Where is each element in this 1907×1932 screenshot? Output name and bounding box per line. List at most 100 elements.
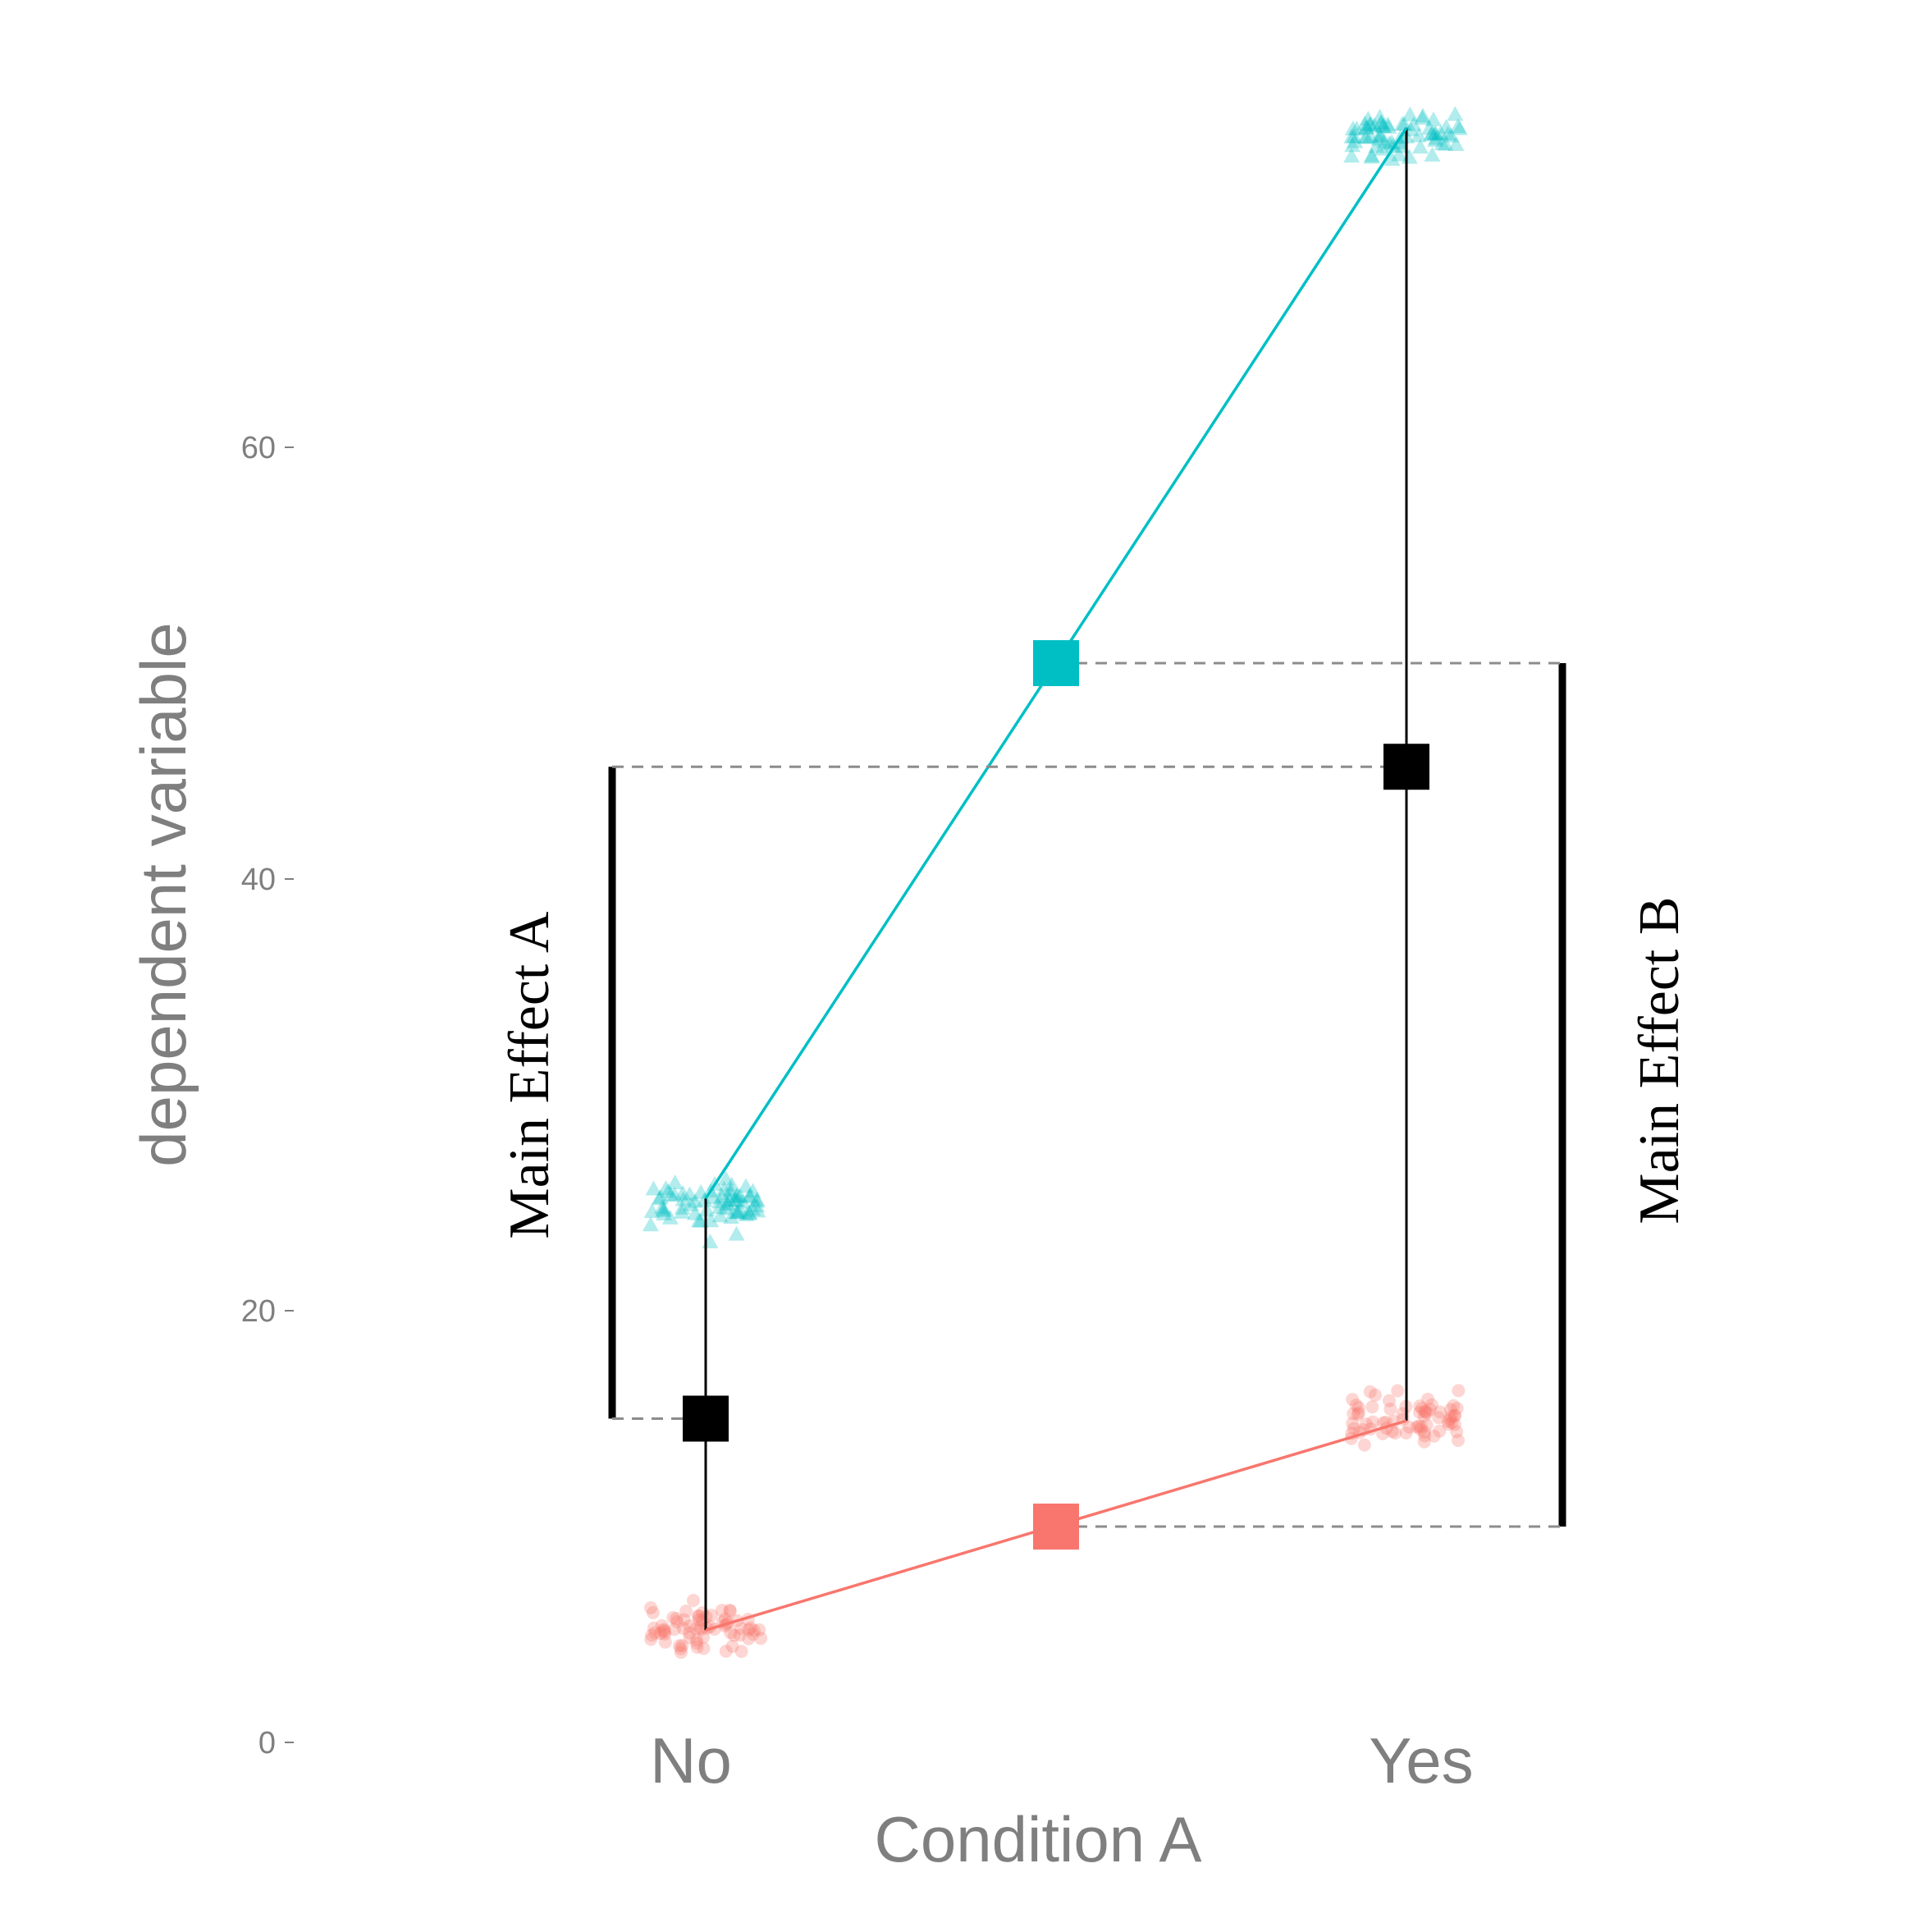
jitter-point — [679, 1604, 693, 1618]
jitter-point — [645, 1180, 662, 1196]
jitter-point — [734, 1645, 748, 1659]
jitter-point — [711, 1193, 728, 1209]
jitter-point — [644, 1601, 658, 1615]
jitter-point — [655, 1618, 669, 1632]
jitter-point — [1385, 1425, 1399, 1439]
jitter-point — [1363, 1385, 1377, 1399]
jitter-point — [727, 1192, 744, 1207]
jitter-point — [693, 1183, 710, 1199]
jitter-point — [1405, 116, 1422, 131]
jitter-point — [725, 1639, 739, 1653]
jitter-point — [1437, 135, 1454, 151]
jitter-point — [656, 1623, 670, 1637]
jitter-point — [670, 1612, 684, 1626]
jitter-point — [748, 1191, 766, 1206]
jitter-point — [1451, 1433, 1465, 1447]
jitter-point — [1410, 127, 1427, 143]
jitter-point — [1363, 149, 1380, 164]
jitter-point — [746, 1628, 760, 1641]
y-tick-label: 40 — [241, 863, 276, 897]
jitter-point — [1343, 128, 1361, 144]
main-effect-b-label: Main Effect B — [1628, 896, 1691, 1224]
jitter-point — [1356, 129, 1374, 144]
jitter-point — [740, 1205, 757, 1220]
jitter-point — [1380, 118, 1397, 134]
jitter-point — [1414, 1422, 1428, 1436]
jitter-point — [666, 1187, 684, 1202]
jitter-point — [1366, 117, 1383, 132]
jitter-point — [655, 1201, 672, 1216]
jitter-point — [677, 1613, 691, 1627]
jitter-point — [1402, 1420, 1416, 1434]
jitter-point — [1413, 1399, 1427, 1413]
jitter-point — [1357, 1438, 1371, 1452]
jitter-point — [1374, 140, 1391, 156]
jitter-point — [1442, 1417, 1456, 1431]
y-axis-title: dependent variable — [127, 622, 199, 1167]
jitter-point — [658, 1628, 672, 1641]
jitter-point — [722, 1182, 739, 1197]
series-lines — [704, 126, 1408, 1632]
jitter-point — [748, 1193, 766, 1208]
jitter-point — [1423, 126, 1440, 141]
jitter-point — [1375, 117, 1393, 133]
jitter-point — [1358, 119, 1375, 135]
jitter-point — [675, 1638, 689, 1652]
jitter-point — [702, 1234, 719, 1249]
jitter-point — [661, 1209, 679, 1225]
jitter-point — [1420, 1405, 1434, 1419]
jitter-point — [670, 1614, 684, 1628]
jitter-point — [1396, 116, 1413, 131]
jitter-point — [693, 1613, 707, 1627]
jitter-point — [744, 1201, 761, 1216]
jitter-point — [666, 1611, 680, 1625]
jitter-point — [690, 1637, 704, 1650]
jitter-point — [728, 1204, 745, 1220]
jitter-point — [668, 1623, 682, 1637]
jitter-point — [1388, 1426, 1402, 1440]
jitter-point — [1447, 1399, 1461, 1412]
jitter-point — [1383, 1394, 1397, 1408]
jitter-point — [674, 1203, 691, 1219]
jitter-point — [737, 1178, 754, 1193]
jitter-point — [1346, 128, 1363, 144]
jitter-point — [749, 1202, 766, 1218]
jitter-point — [1368, 1388, 1382, 1402]
jitter-point — [1351, 1401, 1365, 1415]
jitter-point — [662, 1186, 679, 1202]
jitter-point — [718, 1200, 735, 1216]
jitter-point — [656, 1205, 673, 1220]
y-axis: 0 20 40 60 — [241, 431, 294, 1760]
y-tick-label: 0 — [258, 1726, 276, 1760]
jitter-point — [742, 1623, 756, 1637]
jitter-point — [1445, 1416, 1459, 1430]
jitter-point — [1443, 1403, 1457, 1417]
jitter-point — [658, 1625, 672, 1639]
jitter-point — [693, 1621, 707, 1635]
jitter-point — [752, 1623, 766, 1637]
jitter-point — [646, 1605, 660, 1619]
jitter-point — [1349, 1399, 1363, 1412]
jitter-point — [1438, 118, 1455, 134]
group-mean-marker — [1033, 640, 1079, 686]
jitter-point — [711, 1198, 728, 1214]
jitter-point — [1425, 1398, 1438, 1412]
jitter-point — [1368, 138, 1385, 153]
jitter-point — [1346, 1393, 1360, 1407]
jitter-point — [690, 1641, 704, 1655]
jitter-point — [727, 1628, 741, 1642]
jitter-point — [1371, 108, 1388, 124]
jitter-point — [1418, 1404, 1432, 1418]
category-mean-marker — [1383, 744, 1429, 790]
jitter-point — [660, 1183, 677, 1198]
jitter-point — [717, 1170, 734, 1186]
x-tick-label-yes: Yes — [1369, 1724, 1473, 1797]
jitter-point — [1402, 106, 1419, 121]
jitter-point — [676, 1622, 690, 1636]
jitter-point — [1443, 127, 1460, 143]
jitter-point — [1360, 110, 1377, 126]
jitter-point — [1444, 1409, 1458, 1423]
jitter-point — [1450, 1402, 1464, 1416]
jitter-point — [1447, 135, 1465, 151]
jitter-point — [1447, 1408, 1461, 1422]
